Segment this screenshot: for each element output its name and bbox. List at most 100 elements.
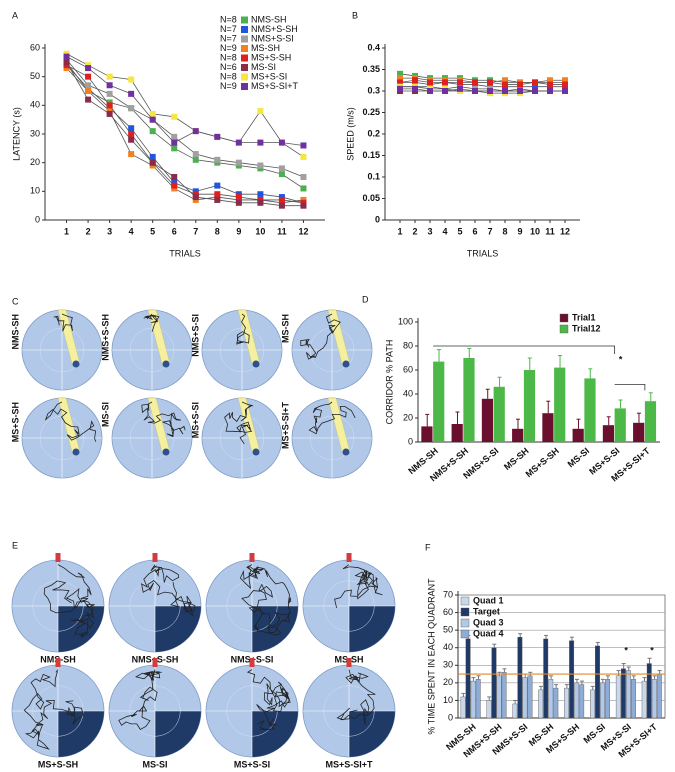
swim-path bbox=[246, 669, 291, 731]
legend-swatch bbox=[241, 26, 248, 33]
y-tick-label: 0 bbox=[408, 436, 413, 446]
y-tick-label: 0.1 bbox=[367, 171, 380, 181]
x-tick-label: 2 bbox=[412, 226, 417, 236]
series-line bbox=[66, 59, 304, 178]
platform bbox=[342, 360, 350, 368]
bar bbox=[522, 677, 528, 719]
start-marker bbox=[152, 658, 158, 667]
point bbox=[457, 79, 463, 86]
corridor bbox=[147, 309, 171, 365]
y-tick-label: 0.2 bbox=[367, 128, 380, 138]
swim-path bbox=[141, 564, 196, 617]
legend-n: N=6 bbox=[220, 62, 237, 72]
maze-cell bbox=[205, 553, 299, 653]
legend-label: Quad 1 bbox=[473, 595, 504, 605]
group-label: MS+S-SI bbox=[190, 402, 200, 438]
series-line bbox=[66, 62, 304, 207]
group-label: NMS+S-SH bbox=[100, 314, 110, 361]
group-label: NMS-SH bbox=[10, 314, 20, 350]
point bbox=[562, 88, 568, 94]
legend-n: N=8 bbox=[220, 52, 237, 62]
x-tick-label: 3 bbox=[427, 226, 432, 236]
target-quadrant bbox=[155, 606, 201, 652]
point bbox=[128, 131, 135, 137]
point bbox=[472, 88, 478, 94]
point bbox=[106, 73, 113, 80]
point bbox=[502, 81, 508, 88]
target-quadrant bbox=[349, 711, 395, 757]
x-tick-label: MS+S-SH bbox=[524, 446, 561, 480]
y-tick-label: 20 bbox=[443, 677, 453, 687]
point bbox=[300, 142, 307, 149]
x-axis-label: TRIALS bbox=[169, 248, 201, 258]
y-tick-label: 80 bbox=[403, 340, 413, 350]
swim-path bbox=[43, 564, 95, 639]
maze-cell bbox=[205, 658, 299, 758]
y-tick-label: 40 bbox=[403, 388, 413, 398]
legend-swatch bbox=[460, 629, 470, 639]
y-tick-label: 0.3 bbox=[367, 85, 380, 95]
point bbox=[502, 88, 508, 94]
platform bbox=[252, 360, 260, 368]
swim-path bbox=[300, 313, 341, 360]
x-tick-label: 5 bbox=[150, 226, 155, 236]
point bbox=[532, 88, 538, 94]
group-label: NMS+S-SI bbox=[190, 314, 200, 357]
point bbox=[171, 145, 178, 152]
bar bbox=[463, 358, 475, 442]
bar bbox=[523, 370, 536, 442]
bar bbox=[543, 638, 549, 719]
series-line bbox=[66, 53, 304, 158]
legend-label: Quad 3 bbox=[473, 617, 504, 627]
x-tick-label: 8 bbox=[502, 226, 507, 236]
target-quadrant bbox=[252, 606, 298, 652]
point bbox=[128, 90, 135, 97]
panel-letter: B bbox=[352, 10, 358, 20]
inner-ring bbox=[129, 327, 175, 373]
bar bbox=[542, 413, 554, 442]
bar bbox=[602, 425, 615, 442]
bar bbox=[572, 428, 584, 442]
point bbox=[214, 196, 221, 203]
inner-ring bbox=[129, 685, 181, 737]
point bbox=[235, 199, 242, 206]
inner-ring bbox=[219, 327, 265, 373]
inner-ring bbox=[309, 415, 355, 461]
point bbox=[300, 174, 307, 180]
group-label: MS-SH bbox=[280, 314, 290, 343]
point bbox=[547, 88, 553, 94]
start-marker bbox=[346, 658, 352, 667]
panel-letter: D bbox=[362, 294, 369, 304]
inner-ring bbox=[309, 327, 355, 373]
bar bbox=[600, 682, 605, 719]
point bbox=[278, 139, 285, 146]
bar bbox=[548, 679, 554, 719]
point bbox=[128, 76, 135, 83]
point bbox=[128, 105, 135, 112]
panel-letter: E bbox=[12, 540, 18, 550]
legend-swatch bbox=[559, 324, 569, 334]
target-quadrant bbox=[155, 711, 201, 757]
target-quadrant bbox=[252, 711, 298, 757]
start-marker bbox=[55, 658, 61, 667]
inner-ring bbox=[129, 580, 181, 632]
point bbox=[149, 153, 156, 160]
legend-n: N=8 bbox=[220, 14, 237, 24]
legend-n: N=7 bbox=[220, 33, 237, 43]
y-tick-label: 0 bbox=[375, 214, 380, 224]
bar bbox=[553, 687, 559, 719]
x-tick-label: 12 bbox=[298, 226, 308, 236]
point bbox=[85, 65, 92, 72]
legend-label: NMS-SH bbox=[251, 14, 287, 24]
bar bbox=[615, 675, 621, 719]
corridor bbox=[327, 397, 351, 453]
point bbox=[397, 70, 403, 77]
swim-path bbox=[336, 669, 376, 725]
legend-swatch bbox=[241, 45, 248, 52]
y-axis-label: % TIME SPENT IN EACH QUADRANT bbox=[426, 578, 436, 735]
point bbox=[149, 159, 156, 166]
bar bbox=[595, 645, 600, 719]
maze-cell bbox=[108, 658, 202, 758]
annotation: * bbox=[624, 646, 628, 656]
x-tick-label: 7 bbox=[487, 226, 492, 236]
